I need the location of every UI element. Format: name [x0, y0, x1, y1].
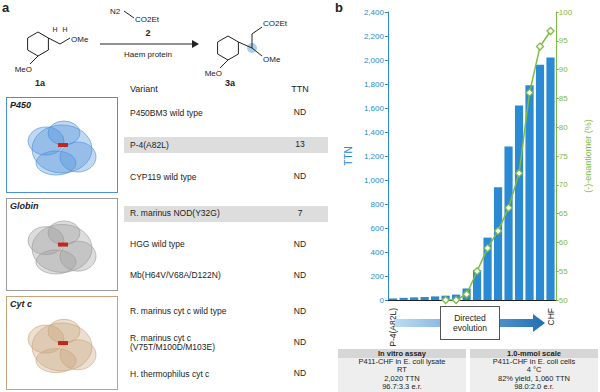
svg-text:1a: 1a: [35, 78, 46, 88]
svg-text:0: 0: [379, 296, 384, 305]
svg-text:1,600: 1,600: [364, 104, 385, 113]
svg-text:2,000: 2,000: [364, 56, 385, 65]
html-text:R. marinus cyt c wild type: R. marinus cyt c wild type: [130, 306, 227, 317]
svg-text:600: 600: [371, 224, 385, 233]
html-text:a: a: [2, 0, 10, 15]
svg-text:Cyt c: Cyt c: [10, 299, 32, 309]
html-text:In vitro assay: In vitro assay: [378, 348, 426, 358]
svg-text:200: 200: [371, 272, 385, 281]
svg-text:P-4(A82L): P-4(A82L): [388, 308, 398, 347]
svg-text:65: 65: [559, 209, 568, 218]
svg-text:H: H: [62, 26, 67, 33]
html-text:98.0:2.0 e.r.: 98.0:2.0 e.r.: [514, 381, 554, 391]
html-text:7: 7: [297, 207, 303, 218]
svg-text:H: H: [52, 26, 57, 33]
svg-text:2,200: 2,200: [364, 32, 385, 41]
html-text:1.0-mmol scale: 1.0-mmol scale: [507, 348, 561, 358]
svg-text:55: 55: [559, 267, 568, 276]
svg-text:OMe: OMe: [71, 35, 89, 44]
html-text:H. thermophilus cyt c: H. thermophilus cyt c: [130, 368, 210, 379]
svg-text:CO2Et: CO2Et: [263, 19, 288, 28]
svg-text:CHF: CHF: [546, 308, 556, 325]
html-text:ND: ND: [293, 238, 307, 249]
html-text:96.7:3.3 e.r.: 96.7:3.3 e.r.: [382, 381, 422, 391]
html-text:ND: ND: [293, 269, 307, 280]
svg-text:MeO: MeO: [15, 65, 32, 74]
svg-text:3a: 3a: [225, 78, 236, 88]
svg-text:Haem protein: Haem protein: [124, 50, 172, 59]
svg-text:1,400: 1,400: [364, 128, 385, 137]
svg-text:1,000: 1,000: [364, 176, 385, 185]
html-text:TTN: TTN: [291, 84, 309, 94]
html-text:ND: ND: [293, 368, 307, 379]
svg-text:P450: P450: [10, 100, 31, 110]
html-text:b: b: [335, 0, 343, 15]
html-text:13: 13: [295, 139, 305, 149]
html-text:P450BM3 wild type: P450BM3 wild type: [130, 107, 203, 118]
svg-text:60: 60: [559, 238, 568, 247]
svg-text:100: 100: [559, 8, 573, 17]
html-text:P-4(A82L): P-4(A82L): [130, 139, 169, 150]
svg-text:MeO: MeO: [205, 69, 222, 78]
svg-text:95: 95: [559, 36, 568, 45]
html-text:ND: ND: [293, 107, 307, 117]
svg-text:Globin: Globin: [10, 201, 39, 211]
html-text:P411-CHF in E. coli cells: P411-CHF in E. coli cells: [492, 357, 576, 367]
svg-text:90: 90: [559, 65, 568, 74]
svg-text:CO2Et: CO2Et: [135, 15, 160, 24]
svg-text:(-)-enantiomer (%): (-)-enantiomer (%): [583, 119, 593, 193]
svg-text:400: 400: [371, 248, 385, 257]
html-text:ND: ND: [293, 171, 307, 181]
html-text:Mb(H64V/V68A/D122N): Mb(H64V/V68A/D122N): [130, 270, 221, 280]
svg-text:1,800: 1,800: [364, 80, 385, 89]
html-text:CYP119 wild type: CYP119 wild type: [130, 171, 197, 182]
html-text:HGG wild type: HGG wild type: [130, 239, 185, 249]
svg-text:50: 50: [559, 296, 568, 305]
svg-text:OMe: OMe: [263, 55, 281, 64]
html-text:RT: RT: [397, 365, 407, 375]
html-text:2,020 TTN: 2,020 TTN: [384, 373, 420, 383]
html-text:P411-CHF in E. coli lysate: P411-CHF in E. coli lysate: [358, 357, 446, 367]
svg-text:1,200: 1,200: [364, 152, 385, 161]
svg-text:2,400: 2,400: [364, 8, 385, 17]
svg-text:TTN: TTN: [343, 146, 354, 165]
svg-text:75: 75: [559, 152, 568, 161]
html-text:4 °C: 4 °C: [526, 365, 542, 375]
html-text:Variant: Variant: [130, 84, 158, 94]
html-text:ND: ND: [293, 337, 307, 347]
html-text:R. marinus NOD(Y32G): R. marinus NOD(Y32G): [130, 208, 220, 218]
html-text:ND: ND: [293, 305, 307, 316]
svg-text:70: 70: [559, 180, 568, 189]
svg-text:2: 2: [145, 28, 150, 38]
svg-text:800: 800: [371, 200, 385, 209]
html-text:R. marinus cyt c (V75T/M100D/M: R. marinus cyt c (V75T/M100D/M103E): [130, 333, 215, 352]
html-text:Directed evolution: Directed evolution: [453, 313, 487, 333]
svg-text:80: 80: [559, 123, 568, 132]
svg-text:N2: N2: [110, 7, 121, 16]
svg-text:85: 85: [559, 94, 568, 103]
html-text:82% yield, 1,060 TTN: 82% yield, 1,060 TTN: [498, 373, 570, 383]
